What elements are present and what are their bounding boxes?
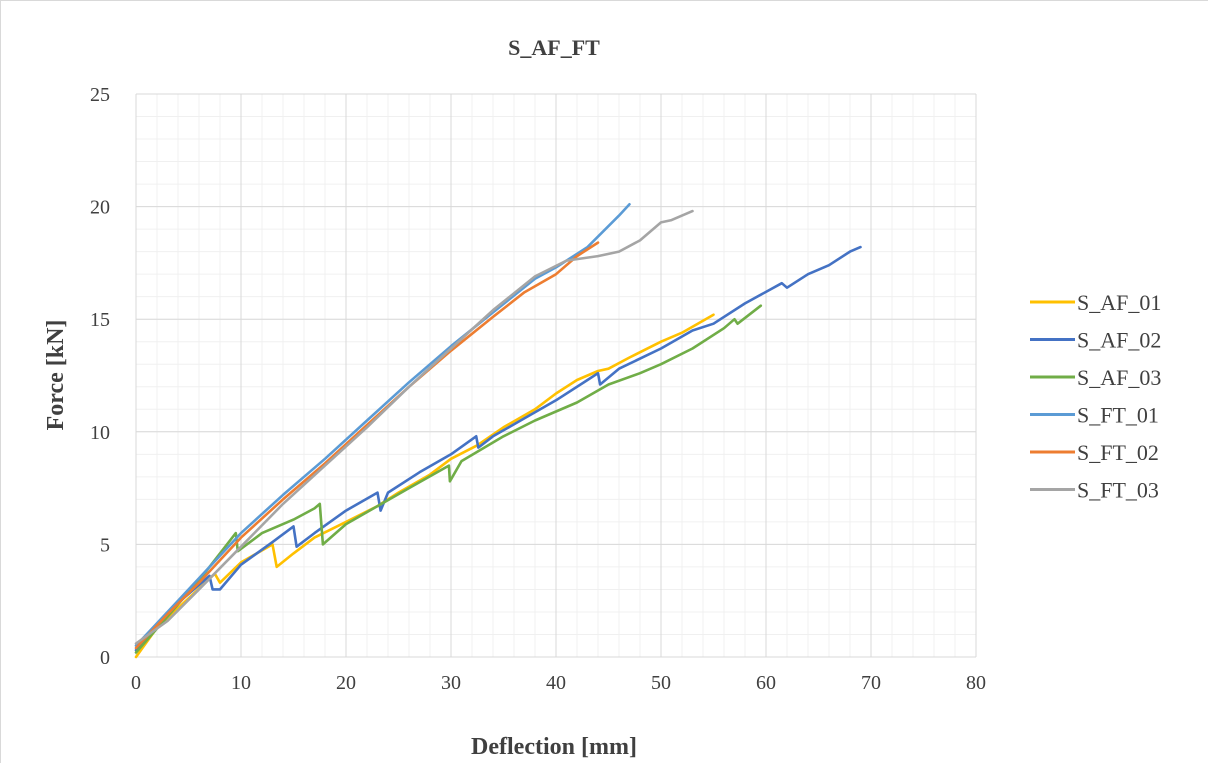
x-tick-label: 50 — [651, 672, 671, 694]
legend-item: S_FT_02 — [1030, 440, 1159, 465]
legend-item: S_FT_01 — [1030, 403, 1159, 428]
x-tick-label: 0 — [131, 672, 141, 694]
legend-item: S_AF_01 — [1030, 290, 1161, 315]
x-tick-label: 70 — [861, 672, 881, 694]
y-tick-label: 15 — [90, 309, 110, 331]
y-axis-title: Force [kN] — [43, 320, 69, 431]
x-tick-label: 10 — [231, 672, 251, 694]
series-line-s-af-01 — [134, 313, 715, 659]
legend-item: S_FT_03 — [1030, 478, 1159, 503]
y-tick-label: 25 — [90, 84, 110, 106]
series-lines — [134, 203, 862, 659]
x-axis-ticks: 0 10 20 30 40 50 60 70 80 — [131, 672, 986, 694]
y-tick-label: 0 — [100, 647, 110, 669]
y-axis-ticks: 0 5 10 15 20 25 — [90, 84, 110, 669]
y-tick-label: 5 — [100, 534, 110, 556]
legend-label: S_AF_03 — [1077, 365, 1161, 390]
legend-label: S_AF_02 — [1077, 328, 1161, 353]
x-tick-label: 30 — [441, 672, 461, 694]
x-axis-title: Deflection [mm] — [471, 734, 637, 760]
legend: S_AF_01 S_AF_02 S_AF_03 S_FT_01 S_FT_02 S_FT_… — [1030, 290, 1161, 503]
legend-label: S_FT_01 — [1077, 403, 1159, 428]
x-tick-label: 80 — [966, 672, 986, 694]
legend-item: S_AF_02 — [1030, 328, 1161, 353]
x-tick-label: 20 — [336, 672, 356, 694]
series-line-s-ft-03 — [134, 209, 694, 645]
legend-label: S_AF_01 — [1077, 290, 1161, 315]
y-tick-label: 10 — [90, 422, 110, 444]
series-line-s-af-03 — [134, 304, 763, 654]
legend-label: S_FT_03 — [1077, 478, 1159, 503]
major-gridlines — [135, 93, 977, 658]
series-line-s-ft-01 — [134, 203, 631, 648]
y-tick-label: 20 — [90, 197, 110, 219]
series-line-s-af-02 — [134, 245, 862, 652]
legend-item: S_AF_03 — [1030, 365, 1161, 390]
legend-label: S_FT_02 — [1077, 440, 1159, 465]
x-tick-label: 60 — [756, 672, 776, 694]
chart-title: S_AF_FT — [508, 35, 600, 60]
x-tick-label: 40 — [546, 672, 566, 694]
